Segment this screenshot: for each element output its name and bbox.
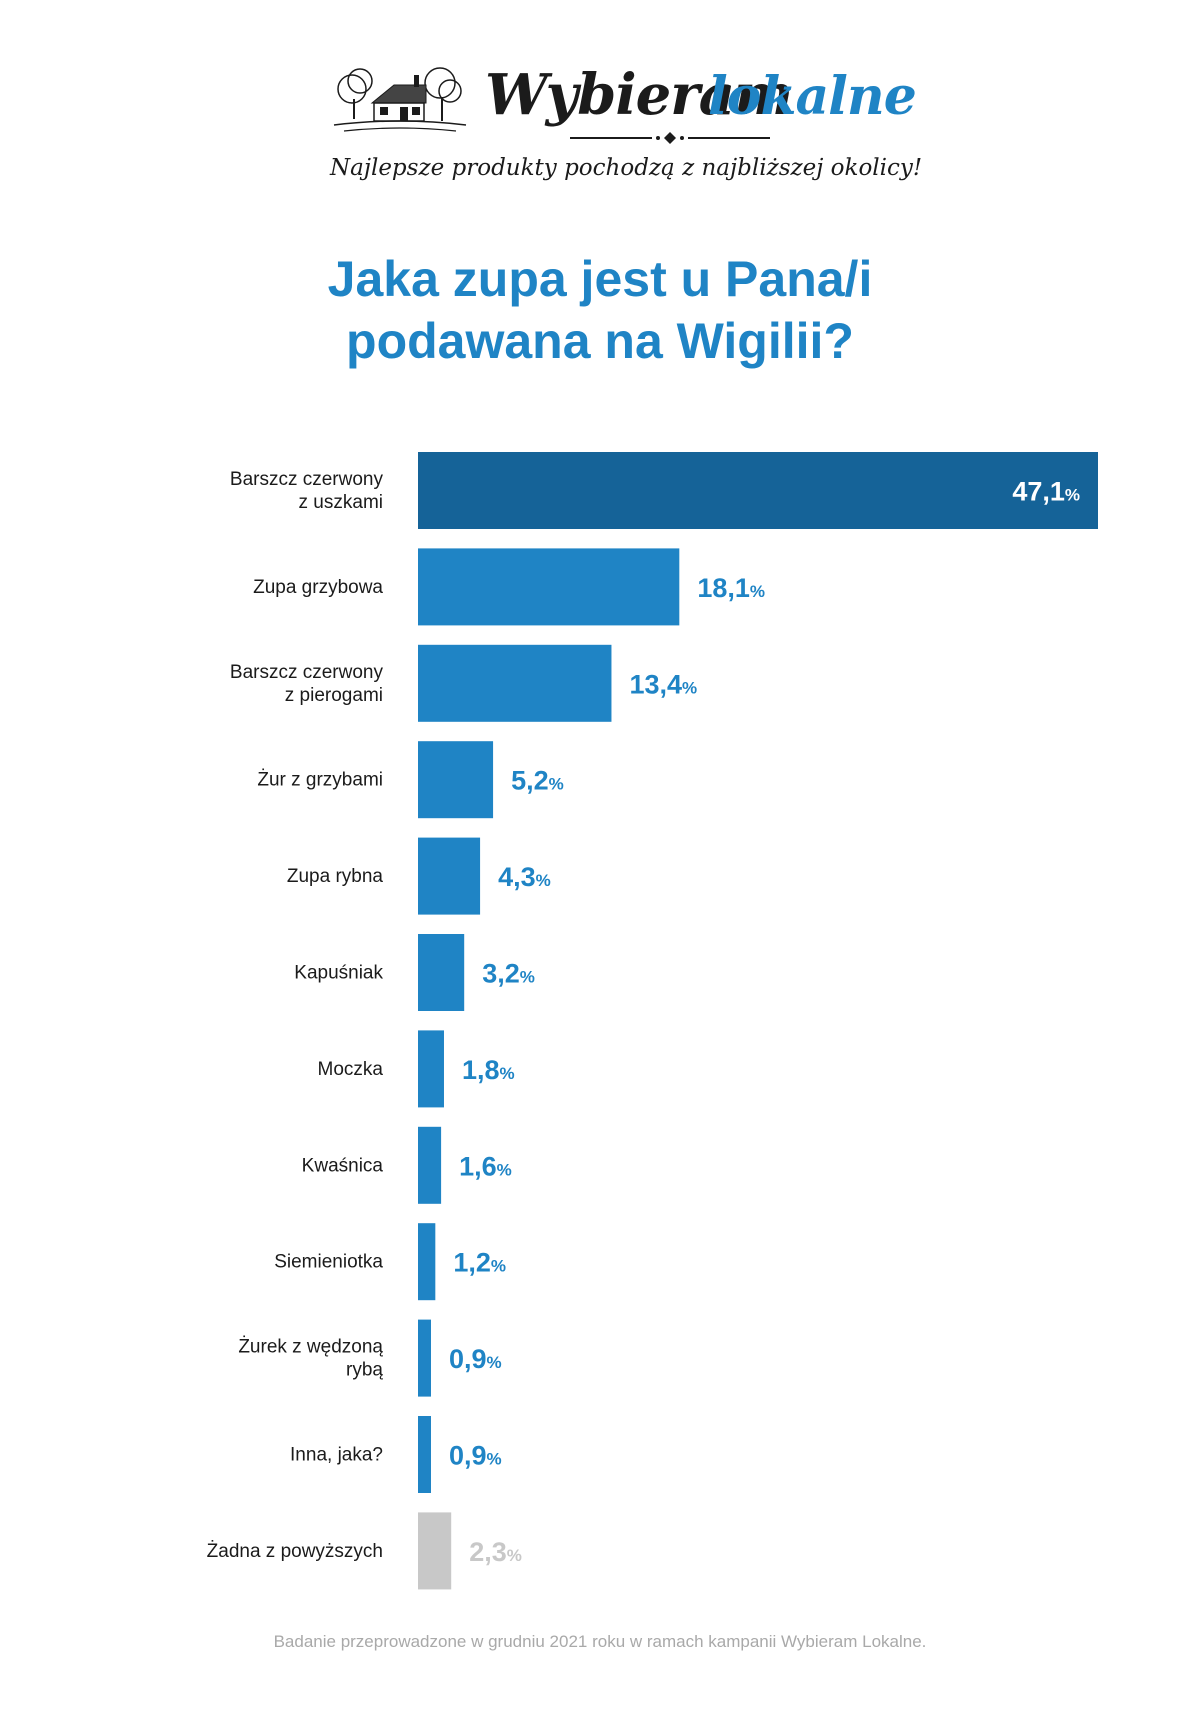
bar (418, 934, 465, 1011)
category-label: Kapuśniak (294, 963, 383, 984)
value-label: 5,2% (511, 766, 564, 796)
bar (418, 1319, 431, 1397)
value-label: 4,3% (498, 862, 551, 892)
value-label: 18,1% (697, 573, 765, 603)
bar (418, 837, 481, 915)
footnote: Badanie przeprowadzone w grudniu 2021 ro… (273, 1632, 927, 1651)
category-label: Siemieniotka (274, 1252, 383, 1273)
value-label: 1,2% (453, 1248, 506, 1278)
bar (418, 1223, 436, 1301)
logo: Wybieram lokalne Najlepsze produkty poch… (330, 55, 923, 195)
bar-row: Siemieniotka 1,2% (274, 1223, 506, 1301)
category-label: z pierogami (285, 685, 383, 706)
category-label: Zupa rybna (287, 866, 384, 887)
bar (418, 1030, 444, 1108)
bar (418, 1512, 452, 1590)
bar (418, 548, 680, 626)
farmhouse-with-trees-icon (333, 67, 467, 132)
title-line-2: podawana na Wigilii? (346, 313, 854, 369)
category-label: Barszcz czerwony (230, 662, 384, 683)
bar-row: Moczka 1,8% (318, 1030, 515, 1108)
bar-row: Kapuśniak 3,2% (294, 934, 535, 1011)
bar-row: Zupa grzybowa 18,1% (253, 548, 765, 626)
bar (418, 1126, 442, 1204)
bar-row: Inna, jaka? 0,9% (290, 1416, 502, 1493)
bar (418, 741, 494, 819)
value-label: 0,9% (449, 1344, 502, 1374)
ornamental-divider (570, 132, 770, 144)
bar-row: Zupa rybna 4,3% (287, 837, 551, 915)
value-label: 47,1% (1012, 477, 1080, 507)
category-label: Kwaśnica (302, 1155, 384, 1176)
value-label: 13,4% (629, 669, 697, 699)
value-label: 0,9% (449, 1441, 502, 1471)
value-label: 1,8% (462, 1055, 515, 1085)
title-line-1: Jaka zupa jest u Pana/i (327, 251, 873, 307)
category-label: Moczka (318, 1059, 384, 1080)
logo-word-wybieram: Wybieram (485, 62, 793, 128)
page-title: Jaka zupa jest u Pana/i podawana na Wigi… (0, 248, 1200, 372)
category-label: Barszcz czerwony (230, 469, 384, 490)
category-label: rybą (346, 1360, 383, 1381)
bar-row: Żadna z powyższych 2,3% (207, 1512, 522, 1590)
bar-row: Żur z grzybami 5,2% (257, 741, 564, 819)
category-label: Żur z grzybami (257, 770, 383, 791)
bar (418, 452, 1098, 529)
category-label: Inna, jaka? (290, 1445, 383, 1466)
logo-tagline: Najlepsze produkty pochodzą z najbliższe… (330, 155, 923, 181)
bar (418, 1416, 431, 1493)
value-label: 3,2% (482, 959, 535, 989)
category-label: Żadna z powyższych (207, 1541, 383, 1562)
category-label: Żurek z wędzoną (238, 1337, 383, 1358)
value-label: 2,3% (469, 1537, 522, 1567)
category-label: z uszkami (299, 492, 383, 513)
value-label: 1,6% (459, 1151, 512, 1181)
bar-row: Kwaśnica 1,6% (302, 1126, 512, 1204)
bar (418, 644, 612, 722)
logo-word-lokalne: lokalne (708, 66, 917, 127)
category-label: Zupa grzybowa (253, 577, 383, 598)
